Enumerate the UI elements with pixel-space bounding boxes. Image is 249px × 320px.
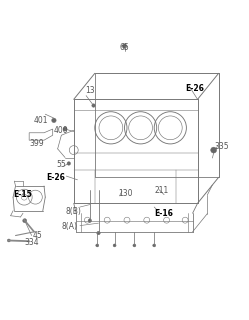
Text: E-15: E-15 bbox=[13, 190, 32, 199]
Text: E-26: E-26 bbox=[185, 84, 204, 93]
Text: 401: 401 bbox=[34, 116, 49, 125]
Circle shape bbox=[211, 147, 217, 153]
Circle shape bbox=[67, 162, 70, 165]
Circle shape bbox=[23, 219, 27, 223]
Circle shape bbox=[113, 244, 116, 247]
Circle shape bbox=[88, 219, 92, 222]
Circle shape bbox=[122, 44, 127, 48]
Text: E-16: E-16 bbox=[154, 209, 173, 218]
Text: 13: 13 bbox=[85, 86, 95, 95]
Circle shape bbox=[52, 118, 56, 123]
Text: 55: 55 bbox=[57, 160, 66, 170]
Text: E-26: E-26 bbox=[47, 173, 65, 182]
Circle shape bbox=[96, 244, 99, 247]
Text: 335: 335 bbox=[215, 142, 230, 151]
Circle shape bbox=[7, 239, 10, 242]
Text: 65: 65 bbox=[120, 43, 129, 52]
Circle shape bbox=[63, 127, 67, 131]
Text: 400: 400 bbox=[54, 126, 68, 135]
Text: 8(B): 8(B) bbox=[65, 207, 81, 217]
Text: 130: 130 bbox=[118, 189, 133, 198]
Circle shape bbox=[97, 231, 100, 235]
Circle shape bbox=[153, 244, 156, 247]
Circle shape bbox=[133, 244, 136, 247]
Text: 211: 211 bbox=[154, 187, 169, 196]
Circle shape bbox=[92, 104, 95, 107]
Text: 334: 334 bbox=[24, 238, 39, 247]
Text: 8(A): 8(A) bbox=[61, 222, 77, 231]
Text: 399: 399 bbox=[29, 140, 44, 148]
Text: 45: 45 bbox=[33, 231, 43, 240]
